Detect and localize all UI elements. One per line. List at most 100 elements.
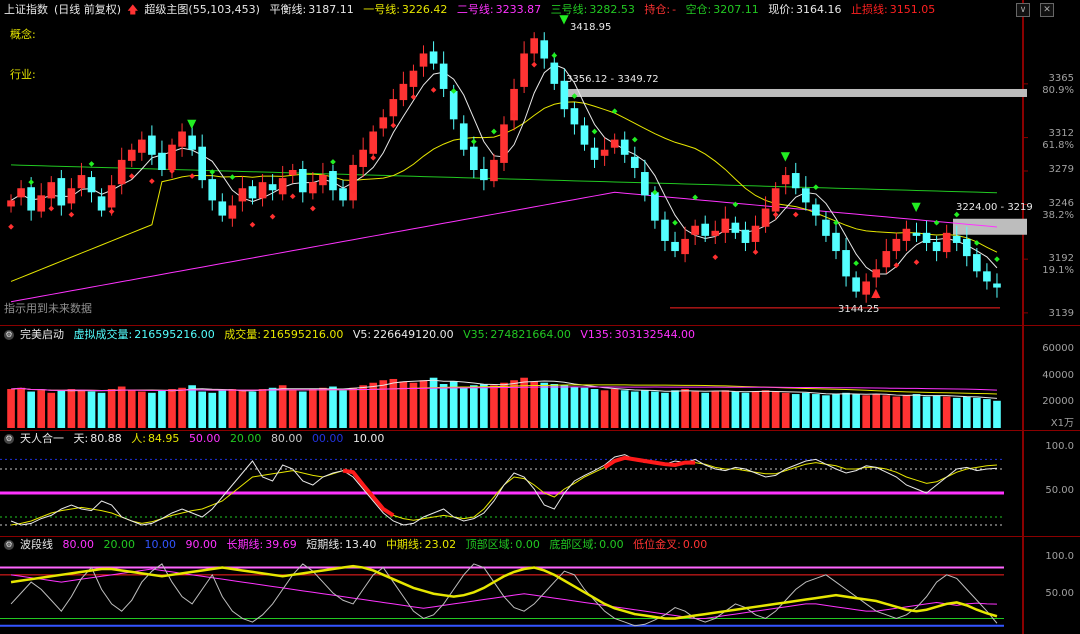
volume-bar bbox=[17, 387, 25, 428]
bd-p4: 90.00 bbox=[185, 538, 218, 551]
volume-bar bbox=[520, 377, 528, 428]
tianren-pane[interactable]: ⚙ 天人合一 天: 80.88 人: 84.95 50.00 20.00 80.00 … bbox=[0, 431, 1080, 536]
volume-bar bbox=[500, 382, 508, 428]
candle-body bbox=[892, 238, 901, 252]
volume-bar bbox=[117, 386, 126, 428]
volume-bar bbox=[268, 387, 277, 428]
volume-pane[interactable]: ⚙ 完美启动 虚拟成交量: 216595216.00 成交量: 216595216.0… bbox=[0, 326, 1080, 430]
candle-body bbox=[409, 70, 418, 87]
volume-bar bbox=[741, 392, 750, 428]
trail-dot-green bbox=[491, 128, 497, 135]
signal-arrow-icon: ▼ bbox=[187, 116, 197, 130]
candle-body bbox=[952, 235, 961, 243]
collapse-button[interactable]: ∨ bbox=[1016, 3, 1030, 17]
trail-dot-red bbox=[189, 173, 195, 179]
price-label: 现价: bbox=[768, 3, 794, 16]
candle-body bbox=[137, 139, 146, 153]
volume-bar bbox=[27, 391, 35, 428]
trail-dot-red bbox=[410, 94, 417, 100]
volume-bar bbox=[731, 391, 740, 428]
trail-dot-green bbox=[591, 128, 598, 135]
settings-icon[interactable]: ⚙ bbox=[4, 330, 14, 340]
volume-bar bbox=[97, 392, 106, 428]
mid-label: 中期线: bbox=[385, 538, 423, 551]
candle-body bbox=[651, 192, 659, 221]
tianren-axis-line bbox=[1022, 431, 1024, 536]
settings-icon[interactable]: ⚙ bbox=[4, 540, 14, 550]
future-data-note: 指示用到未来数据 bbox=[4, 302, 92, 315]
candle-body bbox=[751, 225, 760, 242]
candle-body bbox=[691, 225, 699, 235]
volume-bar bbox=[168, 389, 176, 428]
candle-body bbox=[278, 178, 287, 195]
v2-label: 成交量: bbox=[224, 328, 261, 341]
volume-bar bbox=[721, 390, 730, 428]
trail-dot-green bbox=[611, 108, 618, 115]
volume-bar bbox=[912, 394, 921, 428]
trail-dot-red bbox=[873, 292, 880, 299]
tianren-line-chart bbox=[0, 431, 1024, 536]
volume-bar bbox=[429, 377, 438, 428]
bd-axis-50: 50.00 bbox=[1045, 588, 1074, 599]
volume-bar bbox=[228, 389, 237, 428]
volume-bar bbox=[7, 389, 15, 428]
signal-arrow-icon: ▼ bbox=[559, 12, 569, 26]
volume-title[interactable]: 完美启动 bbox=[20, 328, 64, 341]
signal-arrow-icon: ▲ bbox=[871, 286, 881, 300]
volume-bar-chart bbox=[7, 326, 1024, 430]
trail-dot-red bbox=[913, 259, 920, 266]
candle-body bbox=[550, 62, 559, 84]
volume-bar bbox=[842, 392, 850, 428]
boduan-header: ⚙ 波段线 80.00 20.00 10.00 90.00 长期线: 39.69 短… bbox=[4, 537, 713, 553]
candle-body bbox=[983, 271, 991, 282]
volume-bar bbox=[57, 390, 66, 428]
candle-body bbox=[57, 178, 66, 206]
volume-bar bbox=[218, 390, 227, 428]
candle-body bbox=[822, 219, 830, 236]
volume-bar bbox=[791, 394, 800, 428]
close-button[interactable]: ✕ bbox=[1040, 3, 1054, 17]
candle-body bbox=[781, 175, 790, 185]
volume-bar bbox=[651, 391, 659, 428]
volume-bar bbox=[158, 390, 166, 428]
trail-dot-red bbox=[68, 211, 75, 218]
volume-bar bbox=[570, 386, 579, 428]
boduan-pane[interactable]: ⚙ 波段线 80.00 20.00 10.00 90.00 长期线: 39.69 短… bbox=[0, 537, 1080, 634]
candle-body bbox=[47, 182, 56, 199]
line2-value: 3233.87 bbox=[495, 3, 542, 16]
tian-label: 天: bbox=[73, 432, 89, 445]
volume-bar bbox=[983, 399, 991, 428]
trail-dot-green bbox=[974, 240, 980, 246]
candle-body bbox=[600, 149, 609, 156]
volume-bar bbox=[127, 390, 136, 428]
index-title[interactable]: 上证指数 bbox=[4, 3, 48, 16]
trail-dot-red bbox=[370, 155, 377, 161]
tr-p2: 20.00 bbox=[229, 432, 262, 445]
candle-body bbox=[77, 175, 86, 189]
settings-icon[interactable]: ⚙ bbox=[4, 434, 14, 444]
boduan-title[interactable]: 波段线 bbox=[20, 538, 53, 551]
candle-body bbox=[228, 205, 237, 219]
main-chart-pane[interactable]: ▼ ▼ ▼ ▲ ▼ 上证指数 (日线 前复权) 🡅 超级主图(55,103,453) 平衡线:… bbox=[0, 0, 1080, 325]
candle-body bbox=[67, 188, 76, 204]
volume-bar bbox=[993, 400, 1001, 428]
trail-dot-green bbox=[571, 93, 578, 99]
candle-body bbox=[610, 139, 619, 148]
candle-body bbox=[872, 269, 881, 278]
volume-header: ⚙ 完美启动 虚拟成交量: 216595216.00 成交量: 216595216.0… bbox=[4, 327, 701, 343]
tianren-title[interactable]: 天人合一 bbox=[20, 432, 64, 445]
v4-label: V35: bbox=[463, 328, 489, 341]
volume-bar bbox=[691, 391, 699, 428]
candle-body bbox=[359, 149, 367, 167]
candle-body bbox=[258, 182, 267, 199]
volume-bar bbox=[761, 390, 770, 428]
v135-line bbox=[10, 386, 997, 392]
trail-dot-green bbox=[672, 219, 678, 226]
candle-body bbox=[912, 232, 921, 236]
trail-dot-red bbox=[511, 112, 517, 119]
indicator-name[interactable]: 超级主图 bbox=[144, 3, 189, 16]
candle-body bbox=[379, 117, 388, 129]
candle-body bbox=[540, 40, 549, 59]
bd-p3: 10.00 bbox=[144, 538, 177, 551]
candle-body bbox=[801, 188, 810, 203]
